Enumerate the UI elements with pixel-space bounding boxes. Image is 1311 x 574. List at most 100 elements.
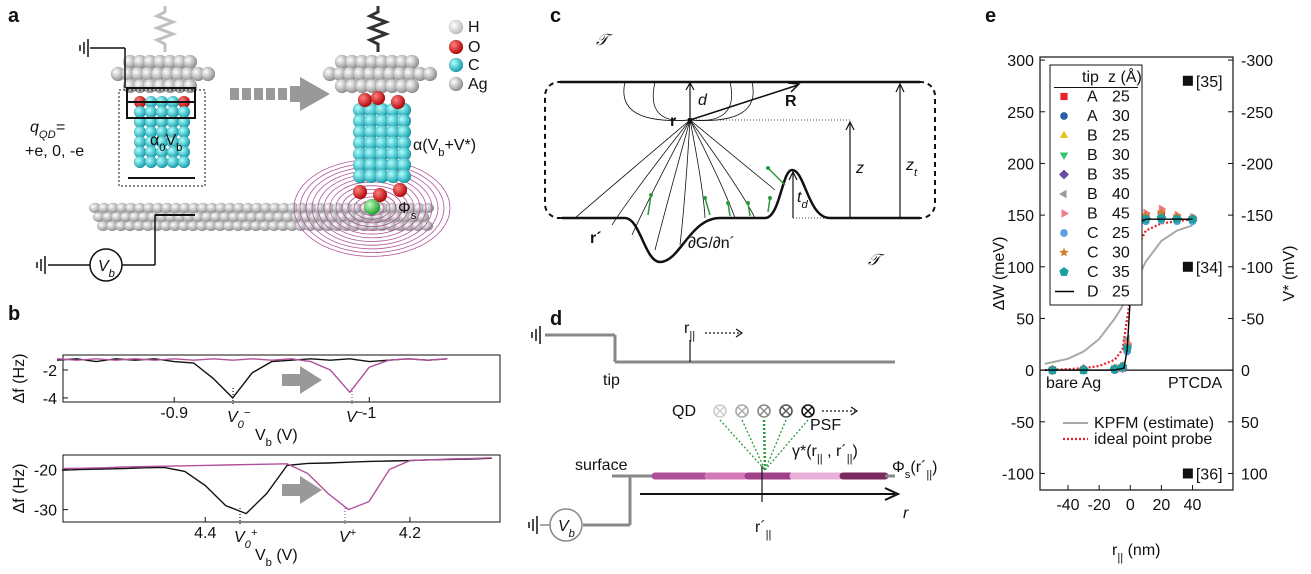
figure: abcdeVbΦsHOCAgqQD=+e, 0, -eα0Vbα(Vb+V*)𝒯… [0, 0, 1311, 574]
atom [178, 156, 190, 168]
legend-label: C [1087, 225, 1099, 242]
atom [423, 67, 437, 81]
x-axis-label-part: V [255, 547, 266, 564]
x-axis-label-part: (V) [272, 427, 298, 444]
x-tick-label: -0.9 [160, 405, 188, 422]
atom [393, 183, 407, 197]
label-part: q [30, 119, 39, 136]
atom [201, 67, 215, 81]
y-tick-label: -20 [34, 462, 57, 479]
label: r [670, 113, 676, 130]
psf-line [720, 420, 765, 470]
label: γ*(r|| , r´||) [792, 443, 858, 465]
atom-legend: H [468, 19, 480, 36]
surface-atom [417, 212, 429, 222]
y-axis-label: ΔW (meV) [991, 237, 1008, 311]
series-line [62, 458, 492, 510]
normal-arrowhead [766, 166, 770, 170]
y-tick-label: 250 [1007, 105, 1034, 122]
series-line [57, 359, 447, 398]
arrow-dash [230, 88, 239, 100]
legend-z: 25 [1112, 284, 1130, 301]
label: qQD= [30, 119, 65, 141]
label-part: b [109, 268, 115, 280]
boundary [545, 82, 935, 218]
label-part: Φ [892, 459, 905, 476]
atom [371, 91, 385, 105]
atom [449, 58, 463, 72]
label: Φs(r´||) [892, 459, 937, 481]
arrow [290, 77, 330, 111]
x-axis-label: r|| (nm) [1112, 542, 1160, 564]
label-part: d [801, 199, 808, 211]
legend-label: ideal point probe [1094, 431, 1212, 448]
legend-z: 45 [1112, 206, 1130, 223]
arrow-dash [254, 88, 263, 100]
legend-label: C [1087, 245, 1099, 262]
atom [358, 93, 372, 107]
annotation-part: 0 [245, 539, 252, 551]
label-part: r´ [755, 519, 766, 536]
y2-tick-label: -100 [1241, 260, 1273, 277]
plot-frame [63, 355, 500, 402]
atom [134, 156, 146, 168]
y2-tick-label: -150 [1241, 208, 1273, 225]
y-tick-label: -100 [1002, 466, 1034, 483]
arrow [282, 366, 322, 394]
normal-arrowhead [703, 196, 707, 200]
label-part: t [914, 167, 918, 179]
x-tick-label: 40 [1184, 497, 1202, 514]
atom [405, 79, 419, 93]
psf-line [765, 420, 786, 470]
label-part: α(V [413, 137, 439, 154]
legend-label: B [1087, 206, 1098, 223]
annotation: bare Ag [1046, 375, 1101, 392]
label: PSF [810, 417, 841, 434]
series-line [57, 359, 447, 393]
x-axis-label-part: (nm) [1123, 542, 1160, 559]
psf-line [764, 420, 765, 470]
label-part: s [411, 210, 417, 222]
label: d [698, 92, 708, 109]
label: r´|| [755, 519, 771, 541]
reference-point [1183, 76, 1193, 86]
y2-tick-label: 100 [1241, 466, 1268, 483]
panel-label: c [550, 5, 561, 27]
legend-label: B [1087, 167, 1098, 184]
atom-legend: Ag [468, 76, 488, 93]
legend-z: 35 [1112, 264, 1130, 281]
label: surface [575, 457, 628, 474]
y-tick-label: -30 [34, 503, 57, 520]
annotation: V− [346, 407, 364, 426]
field-line [690, 120, 755, 218]
spring [370, 6, 386, 52]
reference-label: [34] [1196, 260, 1223, 277]
atom [183, 55, 197, 69]
atom-legend: C [468, 57, 480, 74]
legend-z: 30 [1112, 147, 1130, 164]
normal-arrowhead [746, 201, 750, 205]
y-tick-label: 150 [1007, 208, 1034, 225]
label-part: (r´ [910, 459, 926, 476]
plot-frame [63, 455, 500, 522]
annotation-part: − [357, 407, 364, 419]
legend-z: 25 [1112, 128, 1130, 145]
atom [449, 20, 463, 34]
panel-label: a [8, 5, 20, 27]
field-line [624, 82, 690, 121]
reference-label: [35] [1196, 74, 1223, 91]
x-axis-label: Vb (V) [255, 427, 298, 449]
x-tick-label: 20 [1153, 497, 1171, 514]
field-line [575, 120, 690, 218]
annotation: PTCDA [1168, 375, 1223, 392]
legend-z: 30 [1112, 108, 1130, 125]
y2-axis-label: V* (mV) [1281, 246, 1298, 302]
label-part: b [569, 528, 575, 540]
normal-arrowhead [768, 196, 772, 200]
field-line [690, 82, 732, 121]
atom [156, 156, 168, 168]
y-tick-label: 200 [1007, 156, 1034, 173]
x-tick-label: -1 [362, 405, 376, 422]
reference-label: [36] [1196, 466, 1223, 483]
atom-legend: O [468, 39, 480, 56]
